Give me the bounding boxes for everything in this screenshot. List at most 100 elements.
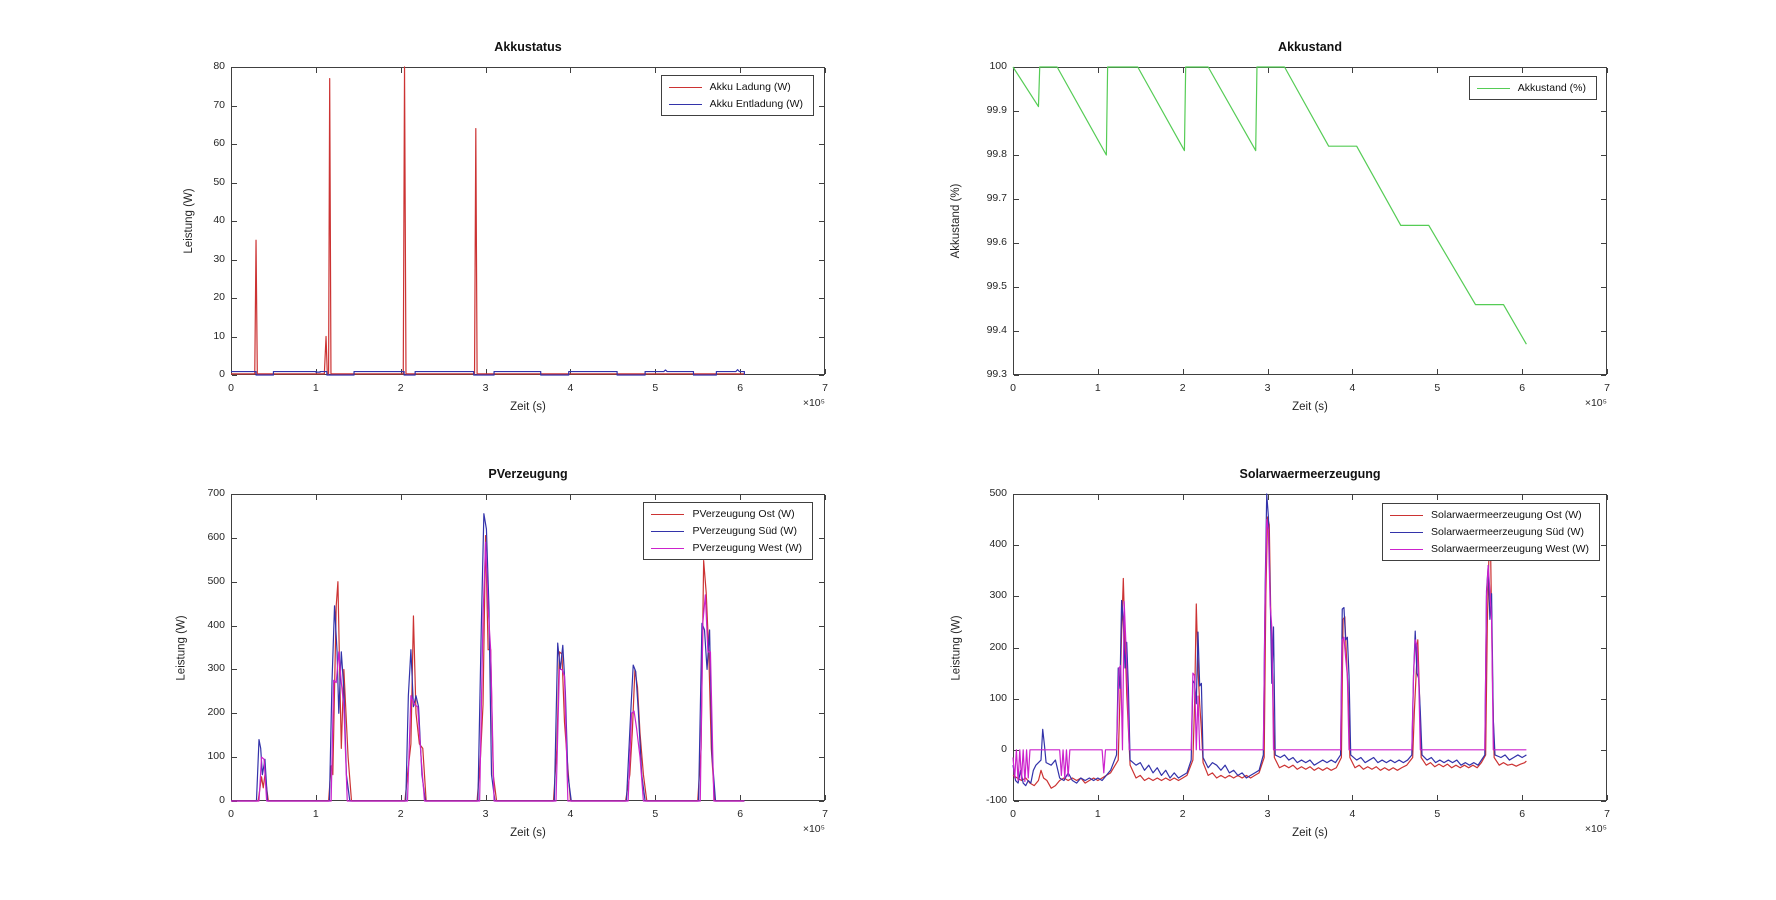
y-tick-label: 99.4 [986, 324, 1007, 336]
legend-entry: Solarwaermeerzeugung West (W) [1390, 541, 1592, 557]
x-tick-label: 4 [1349, 808, 1356, 820]
series-line [1012, 516, 1527, 789]
x-tick-label: 0 [228, 808, 234, 820]
series-svg [231, 494, 826, 802]
legend-entry: PVerzeugung Ost (W) [651, 506, 805, 522]
x-axis-label: Zeit (s) [1292, 827, 1328, 839]
axes-border [231, 494, 825, 801]
x-tick-label: 3 [1264, 382, 1271, 394]
y-tick-label: 99.6 [986, 236, 1007, 248]
y-tick-label: 99.7 [986, 192, 1007, 204]
series-line [1012, 493, 1527, 787]
y-tick-label: -100 [985, 794, 1007, 806]
y-axis-label: Leistung (W) [175, 614, 188, 681]
series-line [1012, 66, 1527, 345]
x-tick-label: 6 [737, 808, 744, 820]
legend-line-sample [651, 547, 685, 549]
x-tick-label: 2 [397, 808, 404, 820]
y-tick-label: 400 [207, 618, 225, 631]
x-tick-label: 2 [1179, 808, 1186, 820]
legend-line-sample [668, 103, 702, 105]
chart-title: Akkustand [1278, 40, 1342, 54]
y-tick-label: 0 [1001, 742, 1007, 755]
legend-entry-label: PVerzeugung West (W) [692, 542, 802, 554]
y-tick-label: 0 [219, 368, 225, 380]
y-tick-label: 40 [213, 214, 225, 226]
legend-entry-label: Akku Entladung (W) [709, 98, 803, 110]
x-axis-exponent-label: ×10⁵ [1584, 823, 1607, 835]
x-axis-label: Zeit (s) [510, 827, 546, 839]
series-line [231, 513, 745, 802]
legend-entry-label: Akkustand (%) [1517, 82, 1586, 94]
legend-entry-label: Akku Ladung (W) [709, 81, 791, 93]
y-axis-label: Leistung (W) [183, 188, 195, 254]
x-tick-label: 7 [1604, 382, 1610, 394]
axes-border [1013, 67, 1607, 375]
y-tick-label: 0 [219, 794, 225, 806]
y-tick-label: 300 [989, 589, 1007, 602]
legend: PVerzeugung Ost (W) PVerzeugung Süd (W) PV… [643, 502, 813, 560]
axes-border [1013, 494, 1607, 801]
legend: Akku Ladung (W) Akku Entladung (W) [660, 75, 814, 116]
series-svg [1012, 493, 1608, 802]
legend-line-sample [1390, 531, 1424, 533]
series-line [231, 541, 745, 802]
y-tick-label: 20 [213, 291, 225, 303]
x-axis-label: Zeit (s) [1292, 401, 1328, 413]
plot-area [231, 494, 826, 802]
legend: Akkustand (%) [1468, 76, 1597, 100]
y-tick-label: 99.8 [986, 148, 1007, 160]
series-line [231, 66, 745, 375]
y-tick-label: 80 [213, 60, 225, 72]
y-tick-label: 100 [207, 750, 225, 763]
x-tick-label: 2 [1179, 382, 1186, 394]
series-line [231, 369, 745, 376]
legend-entry-label: Solarwaermeerzeugung Ost (W) [1431, 509, 1582, 521]
x-tick-label: 3 [482, 808, 489, 820]
y-tick-label: 700 [207, 487, 225, 499]
legend-line-sample [651, 513, 685, 515]
chart-title: PVerzeugung [488, 467, 568, 481]
x-tick-label: 1 [312, 808, 319, 820]
x-tick-label: 7 [822, 808, 828, 820]
x-tick-label: 3 [482, 382, 489, 394]
legend-entry: Akkustand (%) [1476, 80, 1589, 96]
y-tick-label: 30 [213, 252, 225, 265]
x-tick-label: 4 [1349, 382, 1356, 394]
x-tick-label: 3 [1264, 808, 1271, 820]
series-line [231, 535, 745, 802]
x-tick-label: 6 [1519, 382, 1526, 394]
chart-title: Solarwaermeerzeugung [1239, 467, 1381, 481]
y-tick-label: 99.9 [986, 104, 1007, 116]
axes-border [231, 67, 825, 375]
y-tick-label: 70 [213, 98, 225, 111]
x-tick-label: 4 [567, 382, 574, 394]
y-tick-label: 200 [207, 706, 225, 719]
chart-title: Akkustatus [494, 40, 562, 54]
legend-entry-label: Solarwaermeerzeugung West (W) [1431, 543, 1589, 555]
legend-line-sample [1390, 514, 1424, 516]
series-line [1012, 518, 1527, 783]
legend-entry: PVerzeugung Süd (W) [651, 523, 805, 539]
series-svg [231, 66, 826, 376]
y-tick-label: 100 [989, 60, 1007, 72]
x-tick-label: 7 [1604, 808, 1610, 820]
legend-entry-label: PVerzeugung Süd (W) [692, 525, 797, 537]
x-axis-exponent-label: ×10⁵ [802, 823, 825, 835]
x-tick-label: 6 [737, 382, 744, 394]
y-tick-label: 99.3 [986, 368, 1007, 380]
legend-entry: Akku Ladung (W) [668, 79, 806, 95]
legend-entry: Solarwaermeerzeugung Ost (W) [1390, 507, 1592, 523]
x-tick-label: 4 [567, 808, 574, 820]
x-tick-label: 5 [1434, 382, 1441, 394]
y-tick-label: 200 [989, 640, 1007, 653]
y-tick-label: 10 [213, 329, 225, 342]
x-tick-label: 7 [822, 382, 828, 394]
x-axis-exponent-label: ×10⁵ [802, 397, 825, 409]
y-tick-label: 300 [207, 662, 225, 675]
plot-area [231, 66, 826, 376]
x-tick-label: 1 [1094, 808, 1101, 820]
legend-entry: PVerzeugung West (W) [651, 540, 805, 556]
x-tick-label: 5 [652, 382, 659, 394]
